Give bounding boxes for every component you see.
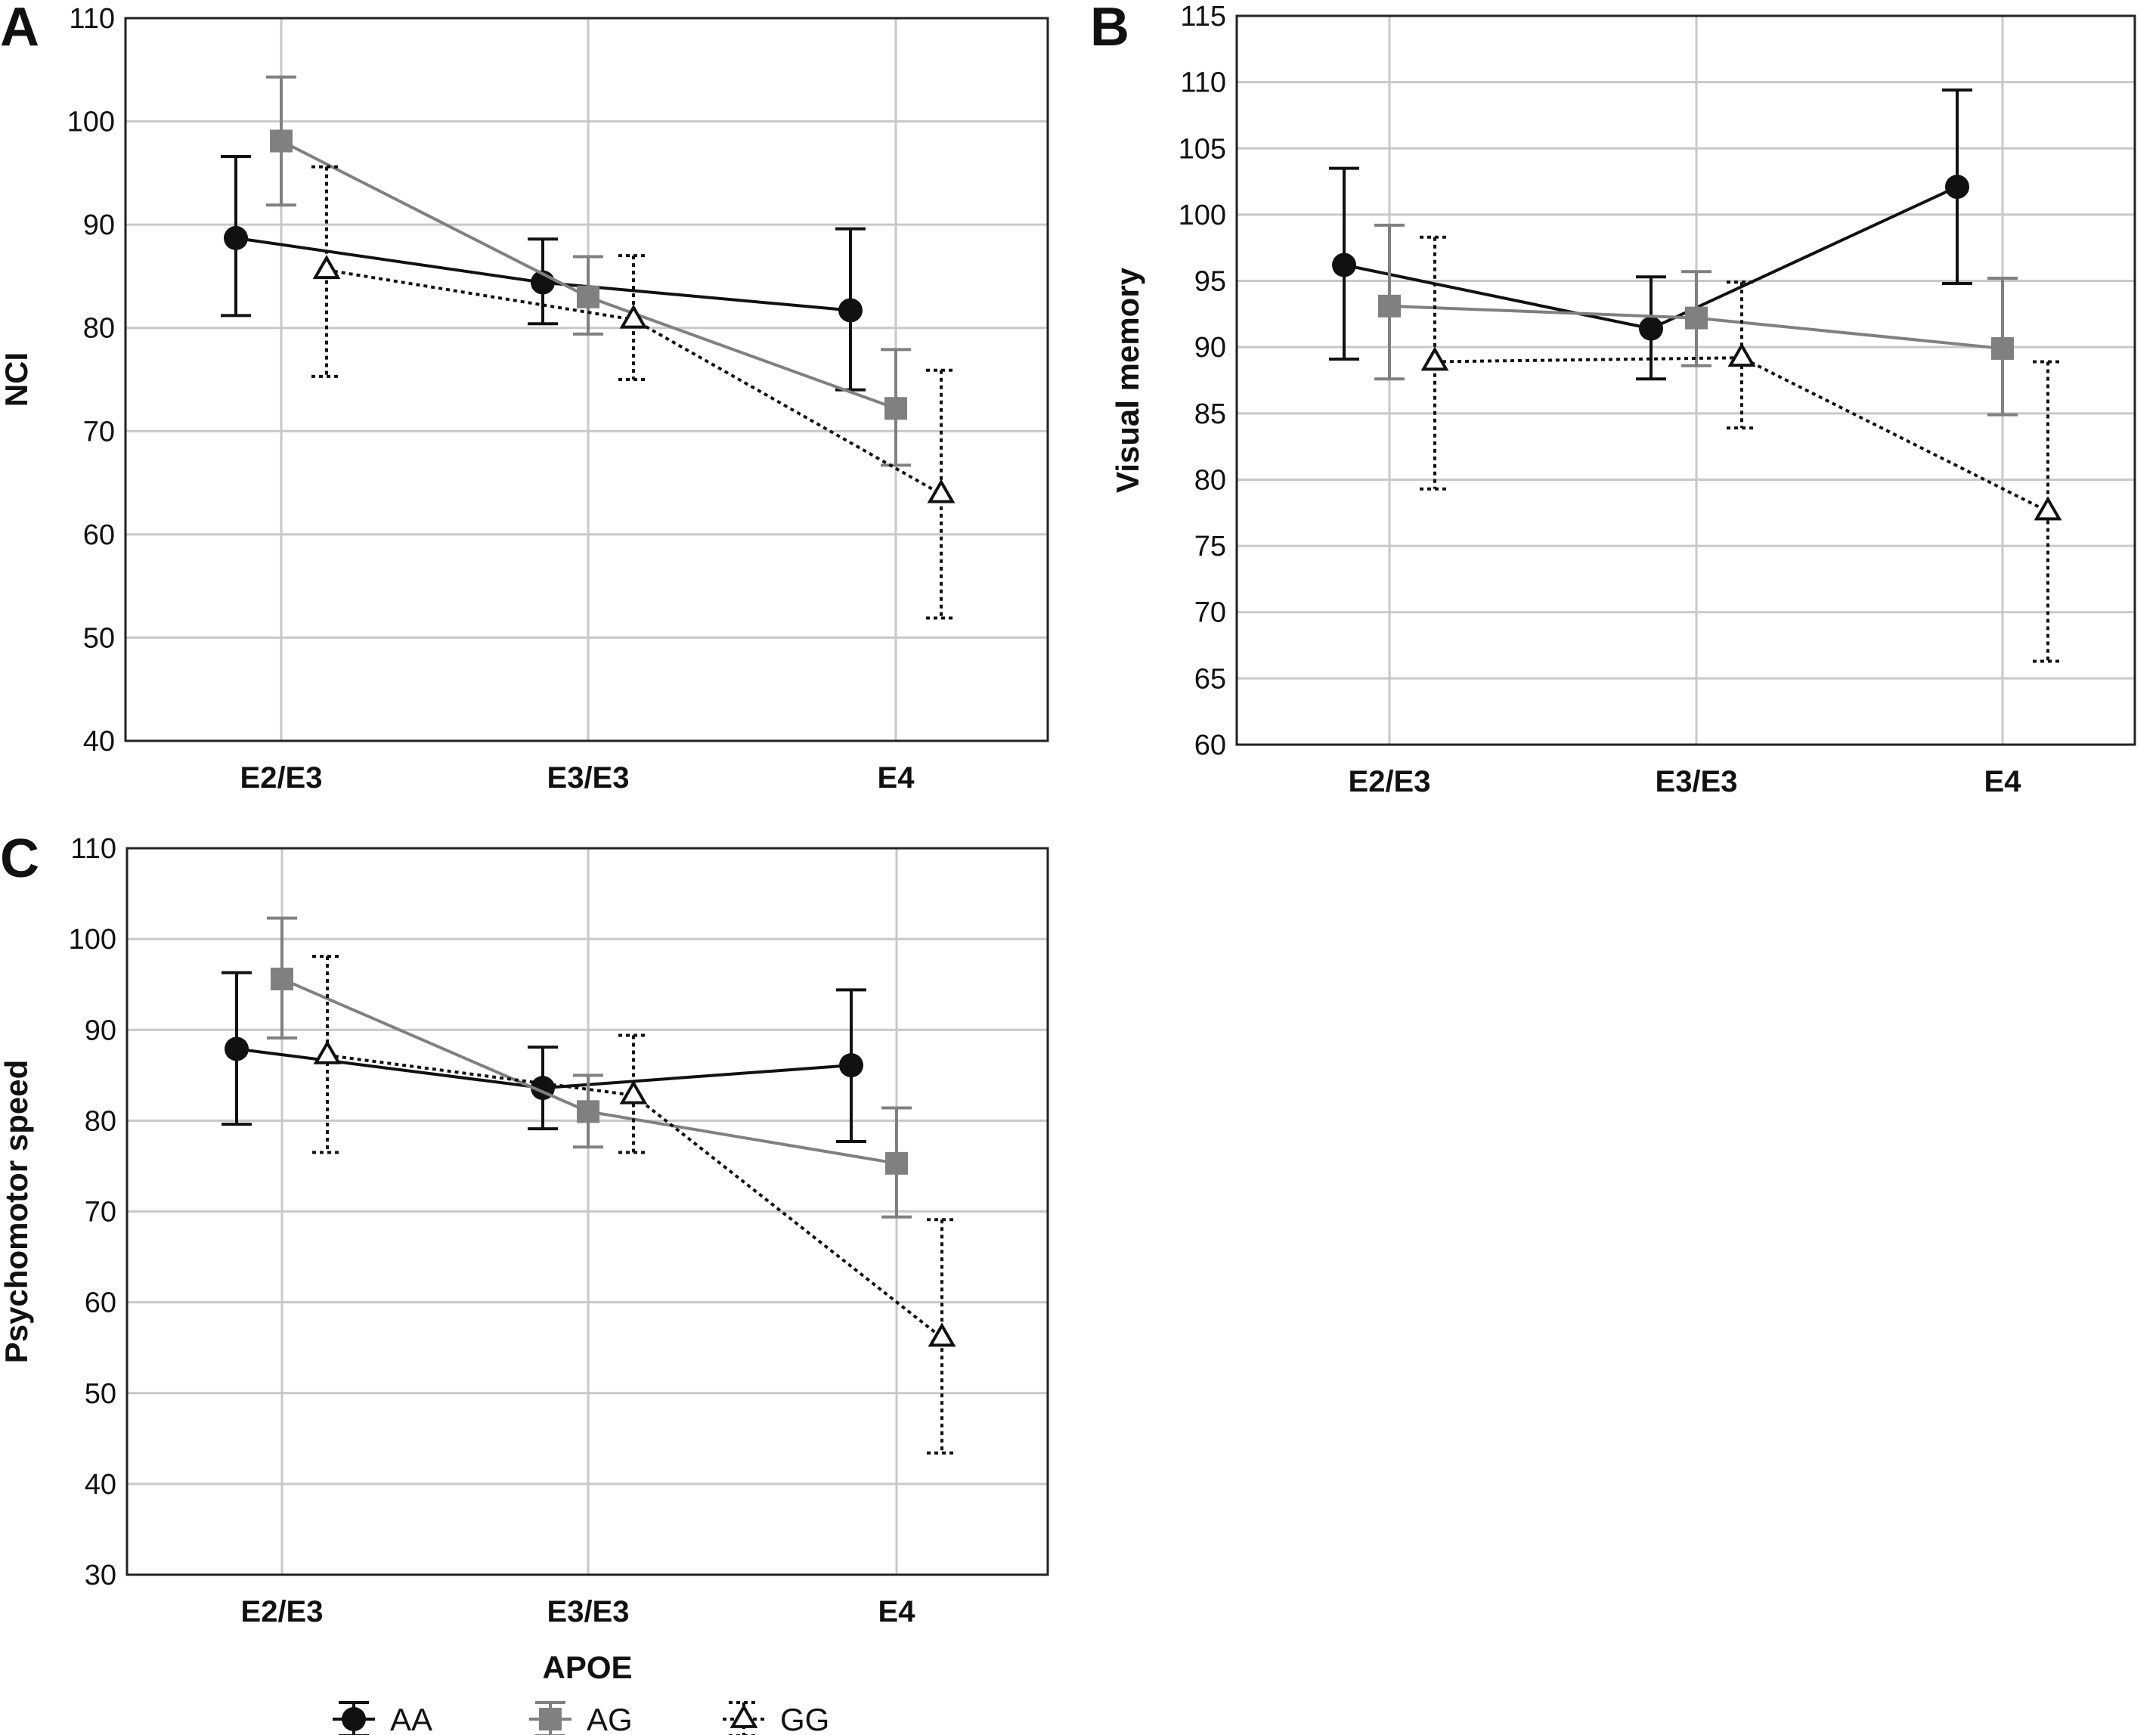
x-axis-label: APOE — [542, 1650, 632, 1685]
data-point — [885, 1151, 908, 1175]
legend-marker — [539, 1708, 562, 1730]
y-axis-label: NCI — [0, 352, 34, 407]
plot-frame — [125, 847, 1049, 1576]
legend-label: GG — [780, 1702, 829, 1735]
y-tick-label: 65 — [1194, 663, 1226, 695]
y-tick-label: 60 — [1194, 730, 1226, 761]
y-axis-label: Psychomotor speed — [0, 1060, 34, 1363]
y-tick-label: 110 — [69, 3, 115, 35]
series-ag — [1374, 223, 2018, 417]
series-aa — [1329, 88, 1972, 381]
data-point — [2034, 496, 2062, 521]
data-point — [312, 255, 341, 280]
data-point — [577, 1100, 599, 1123]
data-point — [224, 225, 248, 250]
panel-a: 40 50 60 70 80 90 100 110 E2/E3 E3/E3 E4 NCI A — [0, 0, 1049, 795]
legend-item-aa: AA — [333, 1701, 432, 1735]
y-tick-label: 80 — [1194, 464, 1226, 496]
data-point — [577, 285, 599, 308]
data-point — [1420, 346, 1449, 371]
y-tick-label: 90 — [1194, 332, 1226, 364]
data-point — [1991, 336, 2014, 360]
data-point — [1639, 316, 1663, 341]
data-point — [838, 298, 863, 323]
y-tick-label: 40 — [85, 1469, 116, 1501]
legend-marker — [730, 1703, 758, 1728]
y-tick-label: 70 — [1194, 597, 1226, 629]
y-tick-label: 90 — [85, 1015, 116, 1046]
y-tick-label: 75 — [1194, 531, 1226, 562]
y-tick-label: 70 — [85, 1197, 116, 1228]
data-point — [1945, 175, 1969, 200]
y-tick-label: 80 — [83, 313, 115, 345]
data-point — [270, 129, 293, 153]
x-tick-label: E3/E3 — [547, 1595, 630, 1628]
data-point — [313, 1039, 342, 1064]
y-tick-label: 100 — [1179, 200, 1226, 231]
series-line — [327, 1053, 943, 1340]
series-aa — [221, 971, 866, 1144]
series-ag — [266, 75, 911, 467]
y-tick-label: 50 — [83, 622, 115, 654]
data-point — [619, 304, 648, 329]
y-tick-label: 100 — [67, 107, 115, 138]
data-point — [619, 1080, 648, 1105]
y-tick-label: 85 — [1194, 398, 1226, 430]
panel-letter: A — [0, 0, 39, 57]
y-tick-label: 100 — [69, 924, 116, 956]
x-tick-label: E3/E3 — [547, 761, 630, 795]
data-point — [225, 1036, 249, 1061]
series-gg — [311, 165, 956, 620]
x-tick-label: E2/E3 — [240, 761, 323, 795]
y-axis-label: Visual memory — [1110, 267, 1145, 493]
legend-item-ag: AG — [529, 1701, 633, 1735]
legend: AA AG GG — [333, 1701, 829, 1735]
y-tick-label: 80 — [85, 1105, 116, 1137]
panel-b: 60 65 70 75 80 85 90 95 100 105 110 115 E2/E3 E3/E3 E4… — [1090, 0, 2136, 798]
y-tick-label: 40 — [83, 726, 115, 758]
y-tick-label: 110 — [70, 833, 116, 865]
y-tick-label: 60 — [85, 1287, 116, 1319]
x-tick-label: E3/E3 — [1656, 765, 1738, 798]
y-tick-label: 105 — [1179, 133, 1226, 165]
y-tick-label: 95 — [1194, 266, 1226, 298]
data-point — [1332, 253, 1356, 277]
legend-item-gg: GG — [723, 1701, 829, 1735]
y-tick-label: 115 — [1180, 1, 1226, 33]
x-tick-label: E4 — [878, 761, 915, 795]
panel-c: 30 40 50 60 70 80 90 100 110 E2/E3 E3/E3 E4 Psychomo… — [0, 829, 1049, 1685]
legend-marker — [342, 1707, 366, 1731]
series-gg — [1420, 235, 2063, 663]
y-tick-label: 90 — [83, 209, 115, 241]
series-aa — [221, 155, 866, 392]
data-point — [271, 967, 293, 990]
data-point — [1727, 342, 1756, 367]
y-tick-label: 50 — [85, 1378, 116, 1410]
y-tick-label: 30 — [85, 1560, 116, 1591]
data-point — [1685, 306, 1708, 330]
data-point — [839, 1053, 863, 1078]
data-point — [1378, 294, 1401, 318]
series-gg — [312, 954, 957, 1455]
data-point — [927, 479, 956, 503]
y-tick-label: 110 — [1180, 67, 1226, 99]
legend-label: AA — [390, 1702, 432, 1735]
legend-label: AG — [587, 1702, 633, 1735]
x-tick-label: E2/E3 — [241, 1595, 324, 1628]
panel-letter: B — [1090, 0, 1129, 57]
panel-letter: C — [0, 829, 39, 889]
y-tick-label: 70 — [83, 416, 115, 448]
data-point — [884, 397, 907, 420]
series-ag — [267, 916, 912, 1219]
x-tick-label: E4 — [878, 1595, 916, 1628]
y-tick-label: 60 — [83, 519, 115, 551]
data-point — [928, 1322, 956, 1347]
x-tick-label: E4 — [1984, 765, 2022, 798]
plot-frame — [124, 17, 1049, 742]
plot-frame — [1235, 14, 2136, 746]
x-tick-label: E2/E3 — [1349, 765, 1431, 798]
